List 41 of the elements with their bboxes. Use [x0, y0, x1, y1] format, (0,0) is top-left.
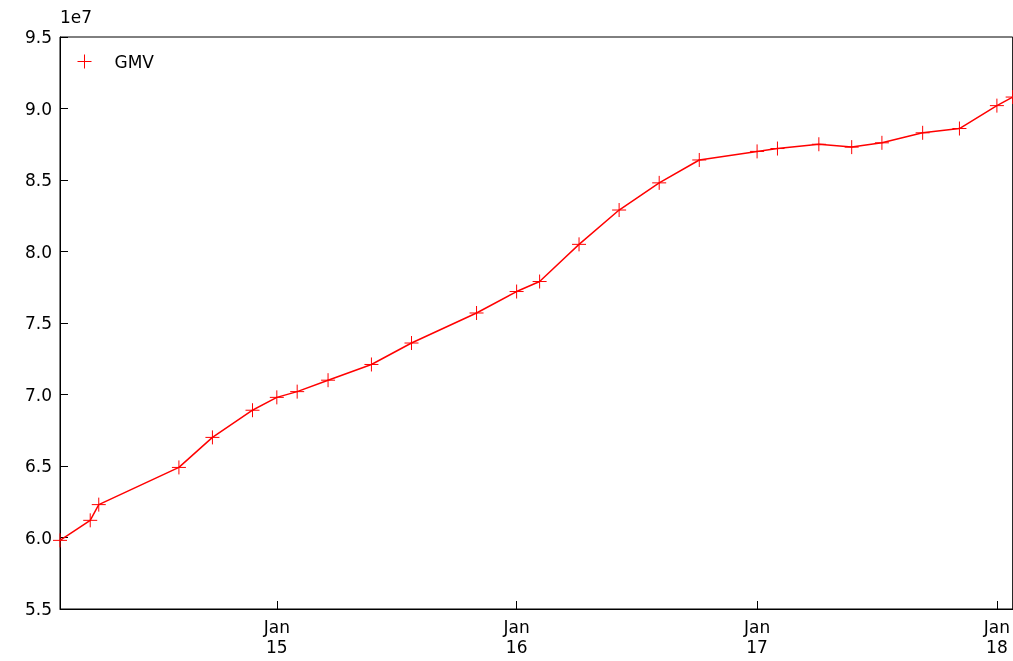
- point: [749, 143, 765, 159]
- point: [811, 136, 827, 152]
- y-tick-label: 7.0: [24, 384, 52, 405]
- y-tick-label: 9.5: [24, 27, 52, 47]
- point: [844, 139, 860, 155]
- point: [204, 429, 220, 445]
- y-tick-label: 6.5: [24, 456, 52, 476]
- point: [91, 497, 107, 513]
- y-tick-label: 5.5: [24, 599, 52, 619]
- y-tick-label: 9.0: [24, 98, 52, 119]
- point: [289, 384, 305, 400]
- point: [404, 335, 419, 351]
- point: [769, 141, 785, 157]
- x-tick-label: Jan 16: [502, 617, 530, 657]
- y-tick-label: 7.5: [24, 313, 52, 333]
- point: [951, 121, 967, 137]
- point: [509, 284, 525, 300]
- point: [571, 236, 587, 252]
- y-tick-label: 6.0: [24, 527, 52, 548]
- point: [915, 125, 931, 141]
- point: [532, 274, 548, 290]
- point: [82, 512, 98, 528]
- point: [611, 202, 627, 218]
- legend-label: GMV: [114, 51, 155, 72]
- point: [469, 305, 485, 321]
- x-tick-label: Jan 18: [982, 617, 1011, 657]
- point: [874, 135, 890, 151]
- y-tick-label: 8.5: [24, 170, 52, 190]
- text: 1e7: [60, 6, 93, 27]
- x-tick-label: Jan 15: [262, 617, 290, 657]
- point: [52, 532, 68, 548]
- point: [269, 389, 285, 405]
- point: [363, 356, 379, 372]
- y-tick-label: 8.0: [24, 241, 52, 262]
- point: [245, 402, 260, 418]
- x-tick-label: Jan 17: [742, 617, 771, 657]
- point: [171, 459, 187, 475]
- point: [320, 372, 336, 388]
- point: [651, 175, 667, 191]
- point: [691, 152, 707, 168]
- point: [989, 98, 1005, 114]
